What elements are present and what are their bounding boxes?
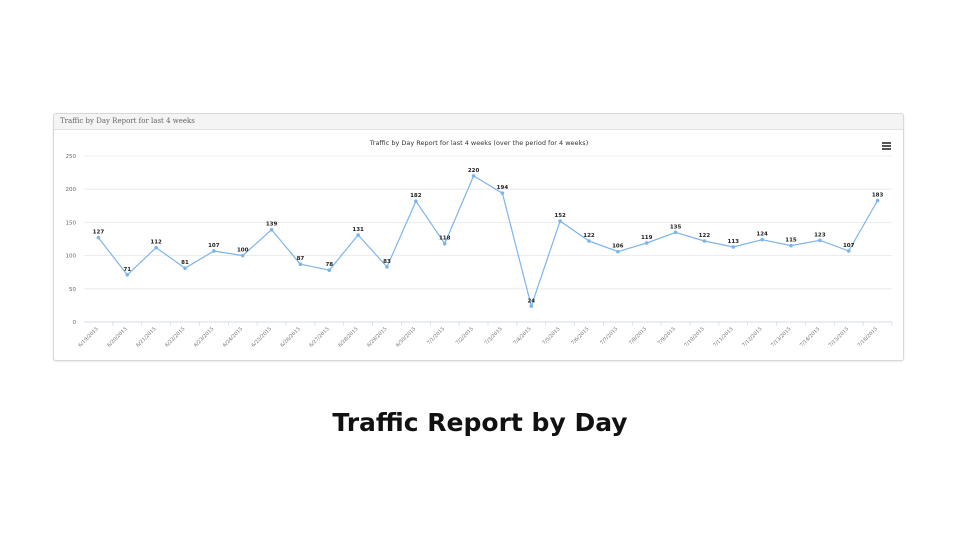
data-label: 112 xyxy=(150,240,162,246)
data-point xyxy=(846,249,851,253)
x-tick-label: 6/29/2015 xyxy=(366,326,388,348)
data-label: 119 xyxy=(641,235,653,241)
y-tick-label: 50 xyxy=(69,287,76,293)
data-point xyxy=(212,249,216,253)
data-label: 83 xyxy=(383,259,391,265)
data-label: 139 xyxy=(266,222,278,228)
x-tick-label: 6/24/2015 xyxy=(222,326,244,348)
x-tick-label: 6/21/2015 xyxy=(135,326,157,348)
x-tick-label: 7/13/2015 xyxy=(770,326,792,348)
x-tick-label: 6/23/2015 xyxy=(193,326,215,348)
data-point xyxy=(269,227,274,232)
x-tick-label: 7/15/2015 xyxy=(828,326,850,348)
x-tick-label: 6/25/2015 xyxy=(251,326,273,348)
y-tick-label: 250 xyxy=(66,154,77,160)
data-label: 220 xyxy=(468,168,480,174)
data-point xyxy=(385,265,389,269)
data-point xyxy=(731,245,736,249)
data-point xyxy=(616,249,620,254)
x-tick-label: 7/11/2015 xyxy=(712,326,734,348)
series-line xyxy=(97,175,879,307)
data-label: 100 xyxy=(237,248,249,254)
data-point xyxy=(154,245,158,250)
x-tick-label: 7/9/2015 xyxy=(657,326,677,346)
data-point xyxy=(96,235,101,240)
data-point xyxy=(673,230,678,235)
data-label: 127 xyxy=(93,230,105,236)
data-label: 24 xyxy=(527,299,535,305)
data-label: 194 xyxy=(497,185,509,191)
x-tick-label: 6/27/2015 xyxy=(308,326,330,348)
data-point xyxy=(702,239,707,243)
data-point xyxy=(875,198,880,203)
data-point xyxy=(471,174,476,178)
x-tick-label: 7/1/2015 xyxy=(426,326,446,346)
chart-panel: Traffic by Day Report for last 4 weeks T… xyxy=(53,113,904,361)
data-point xyxy=(442,241,447,246)
data-label: 122 xyxy=(583,233,595,239)
data-point xyxy=(760,237,764,242)
x-tick-label: 6/19/2015 xyxy=(77,326,99,348)
data-label: 107 xyxy=(843,243,855,249)
hamburger-menu-icon[interactable] xyxy=(882,142,891,150)
x-tick-label: 7/14/2015 xyxy=(799,326,821,348)
x-tick-label: 7/4/2015 xyxy=(513,326,533,346)
x-tick-label: 7/2/2015 xyxy=(455,326,475,346)
y-tick-label: 0 xyxy=(73,320,77,326)
x-tick-label: 7/3/2015 xyxy=(484,326,504,346)
data-point xyxy=(500,191,505,195)
x-tick-label: 6/28/2015 xyxy=(337,326,359,348)
data-point xyxy=(356,233,360,237)
traffic-line-chart: Traffic by Day Report for last 4 weeks (… xyxy=(66,139,893,349)
data-point xyxy=(327,268,332,273)
data-label: 122 xyxy=(699,233,711,239)
data-label: 182 xyxy=(410,193,422,199)
panel-header-title: Traffic by Day Report for last 4 weeks xyxy=(54,114,903,130)
data-point xyxy=(414,199,418,203)
data-label: 183 xyxy=(872,192,884,198)
data-label: 87 xyxy=(297,256,305,262)
data-point xyxy=(818,238,822,243)
data-label: 131 xyxy=(352,227,364,233)
data-label: 106 xyxy=(612,244,624,250)
x-tick-label: 6/22/2015 xyxy=(164,326,186,348)
data-point xyxy=(298,262,303,267)
data-label: 152 xyxy=(554,213,566,219)
data-label: 135 xyxy=(670,224,682,230)
y-tick-label: 100 xyxy=(66,254,77,260)
chart-title: Traffic by Day Report for last 4 weeks (… xyxy=(369,139,588,147)
data-point xyxy=(587,239,591,243)
x-tick-label: 7/10/2015 xyxy=(683,326,705,348)
y-tick-label: 200 xyxy=(66,187,77,193)
data-label: 115 xyxy=(785,238,797,244)
data-point xyxy=(240,253,245,258)
data-point xyxy=(529,304,534,308)
x-tick-label: 7/7/2015 xyxy=(599,326,619,346)
data-label: 107 xyxy=(208,243,220,249)
data-point xyxy=(644,241,649,245)
data-point xyxy=(558,219,562,223)
data-label: 124 xyxy=(756,232,768,238)
data-point xyxy=(183,266,187,271)
data-label: 78 xyxy=(325,262,333,268)
y-tick-label: 150 xyxy=(66,220,77,226)
x-tick-label: 7/12/2015 xyxy=(741,326,763,348)
x-tick-label: 6/30/2015 xyxy=(395,326,417,348)
page-caption: Traffic Report by Day xyxy=(332,408,628,437)
data-label: 118 xyxy=(439,236,451,242)
data-point xyxy=(125,273,130,277)
data-label: 71 xyxy=(123,267,131,273)
data-label: 113 xyxy=(728,239,740,245)
data-label: 123 xyxy=(814,232,826,238)
data-point xyxy=(789,243,793,248)
x-tick-label: 7/6/2015 xyxy=(570,326,590,346)
x-tick-label: 7/16/2015 xyxy=(857,326,879,348)
x-tick-label: 6/26/2015 xyxy=(279,326,301,348)
data-label: 81 xyxy=(181,260,189,266)
x-tick-label: 7/5/2015 xyxy=(541,326,561,346)
x-tick-label: 7/8/2015 xyxy=(628,326,648,346)
x-tick-label: 6/20/2015 xyxy=(106,326,128,348)
